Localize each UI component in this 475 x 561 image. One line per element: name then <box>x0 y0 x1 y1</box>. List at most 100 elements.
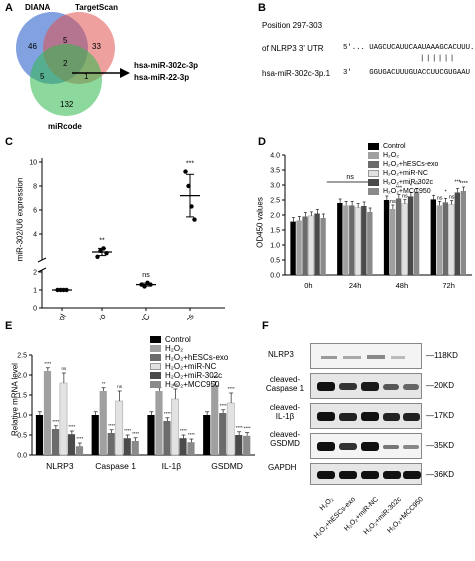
venn-count-diana-mircode: 5 <box>40 72 45 81</box>
y-tick-label: 1.0 <box>270 243 280 250</box>
panel-label-b: B <box>258 2 266 14</box>
blot-band <box>317 442 335 451</box>
legend-item-h2o2-mir-nc: H₂O₂+miR-NC <box>150 362 228 371</box>
x-tick-label-1: 24h <box>349 281 362 290</box>
venn-diagram <box>16 12 130 116</box>
blot-band <box>383 413 400 421</box>
bar <box>59 382 68 456</box>
sig-label: *** <box>454 180 461 186</box>
blot-label-il1b: cleaved- IL-1β <box>269 403 301 421</box>
legend-item-h2o2-mir-302c: H₂O₂+miR-302c <box>150 371 228 380</box>
bar <box>296 220 302 275</box>
blot-band <box>317 412 335 421</box>
data-point <box>142 284 147 289</box>
venn-label-diana: DIANA <box>25 3 51 12</box>
blot-band <box>339 383 357 390</box>
bar <box>115 400 124 456</box>
bar <box>290 221 296 275</box>
x-tick-label-1: hESCs-exo <box>80 312 108 320</box>
panel-c-plot: 0 1 2 4 6 8 10 Control hESCs-exo ** miR-302c NC ns m… <box>29 158 225 320</box>
y-tick-label: 2.0 <box>17 373 27 380</box>
blot-label-gsdmd: cleaved- GSDMD <box>269 430 301 448</box>
legend-item-h2o2: H₂O₂ <box>150 344 228 353</box>
sig-label-24h: ns <box>346 174 354 181</box>
sig-label: ns <box>449 195 455 201</box>
venn-count-targetscan-mircode: 1 <box>84 72 89 81</box>
sig-label: **** <box>124 428 131 433</box>
blot-label-gapdh: GAPDH <box>268 463 297 472</box>
x-tick-label-0: NLRP3 <box>46 461 74 471</box>
x-tick-label-2: IL-1β <box>162 461 182 471</box>
blot-band <box>383 445 399 449</box>
panel-label-a: A <box>5 2 13 14</box>
bar <box>389 209 396 275</box>
sig-label: ** <box>415 183 420 189</box>
bar <box>131 441 139 455</box>
sig-label: **** <box>108 423 115 428</box>
bar <box>75 446 84 455</box>
panel-d-legend: Control H₂O₂ H₂O₂+hESCs-exo H₂O₂+miR-NC … <box>368 142 438 196</box>
blot-row-il1b <box>310 403 422 429</box>
venn-count-diana-only: 46 <box>28 42 37 51</box>
bar <box>407 196 414 275</box>
blot-band <box>339 413 357 421</box>
panel-label-e: E <box>5 320 13 332</box>
panel-d-plot: 0.0 0.5 1.0 1.5 2.0 2.5 3.0 3.5 4.0 0h 24h 48h 72h ns… <box>270 153 472 290</box>
bar <box>235 435 243 455</box>
axis-break-mark <box>37 257 47 263</box>
x-tick-label-3: GSDMD <box>211 461 243 471</box>
y-tick-label: 2 <box>33 270 37 277</box>
venn-circle-mircode <box>30 44 102 116</box>
sig-label-3: *** <box>186 161 194 168</box>
x-tick-label-3: 72h <box>442 281 455 290</box>
sig-label: ** <box>102 381 106 386</box>
result-arrow-head <box>120 68 130 78</box>
blot-label-nlrp3: NLRP3 <box>268 350 294 359</box>
blot-band <box>339 471 357 479</box>
y-tick-label: 4.0 <box>270 153 280 160</box>
sig-label: **** <box>76 436 83 441</box>
bar <box>171 398 179 456</box>
bar <box>343 205 349 275</box>
sig-label: **** <box>236 425 243 430</box>
venn-result-mir-2: hsa-miR-22-3p <box>134 73 190 82</box>
bar <box>91 415 99 455</box>
bar <box>179 438 187 455</box>
binding-mir-sequence: 3' GGUGACUUUGUACCUUCGUGAAU 5' <box>343 69 475 77</box>
data-point <box>101 246 106 251</box>
y-tick-label: 6 <box>33 208 37 215</box>
blot-band <box>361 412 379 421</box>
bar <box>211 385 219 455</box>
blot-kd-il1b: —17KD <box>426 411 455 420</box>
y-tick-label: 4 <box>33 232 37 239</box>
legend-item-h2o2: H₂O₂ <box>368 151 438 160</box>
y-tick-label: 1.0 <box>17 413 27 420</box>
sig-label: *** <box>396 186 403 192</box>
blot-band <box>403 445 419 449</box>
bar <box>67 434 76 455</box>
binding-mir-label: hsa-miR-302c-3p.1 <box>262 69 331 78</box>
legend-item-h2o2-hescs-exo: H₂O₂+hESCs-exo <box>150 353 228 362</box>
panel-label-d: D <box>258 136 266 148</box>
panel-label-f: F <box>262 320 269 332</box>
y-tick-label: 10 <box>29 160 37 167</box>
sig-label: ns <box>117 384 123 389</box>
blot-kd-caspase1: —20KD <box>426 381 455 390</box>
sig-label: ns <box>61 366 67 371</box>
bar <box>99 391 107 455</box>
venn-label-mircode: miRcode <box>48 122 82 131</box>
data-point <box>64 287 69 293</box>
blot-band <box>343 356 361 359</box>
blot-kd-gapdh: —36KD <box>426 470 455 479</box>
data-point <box>192 217 197 222</box>
bar <box>51 429 60 455</box>
sig-label: **** <box>180 428 187 433</box>
y-tick-label: 0.0 <box>17 453 27 460</box>
binding-utr-label: of NLRP3 3' UTR <box>262 44 324 53</box>
blot-band <box>403 471 421 479</box>
bar <box>442 202 449 275</box>
y-tick-label: 1.5 <box>17 393 27 400</box>
sig-label: **** <box>164 411 171 416</box>
panel-label-c: C <box>5 136 13 148</box>
y-tick-label: 0.0 <box>270 273 280 280</box>
